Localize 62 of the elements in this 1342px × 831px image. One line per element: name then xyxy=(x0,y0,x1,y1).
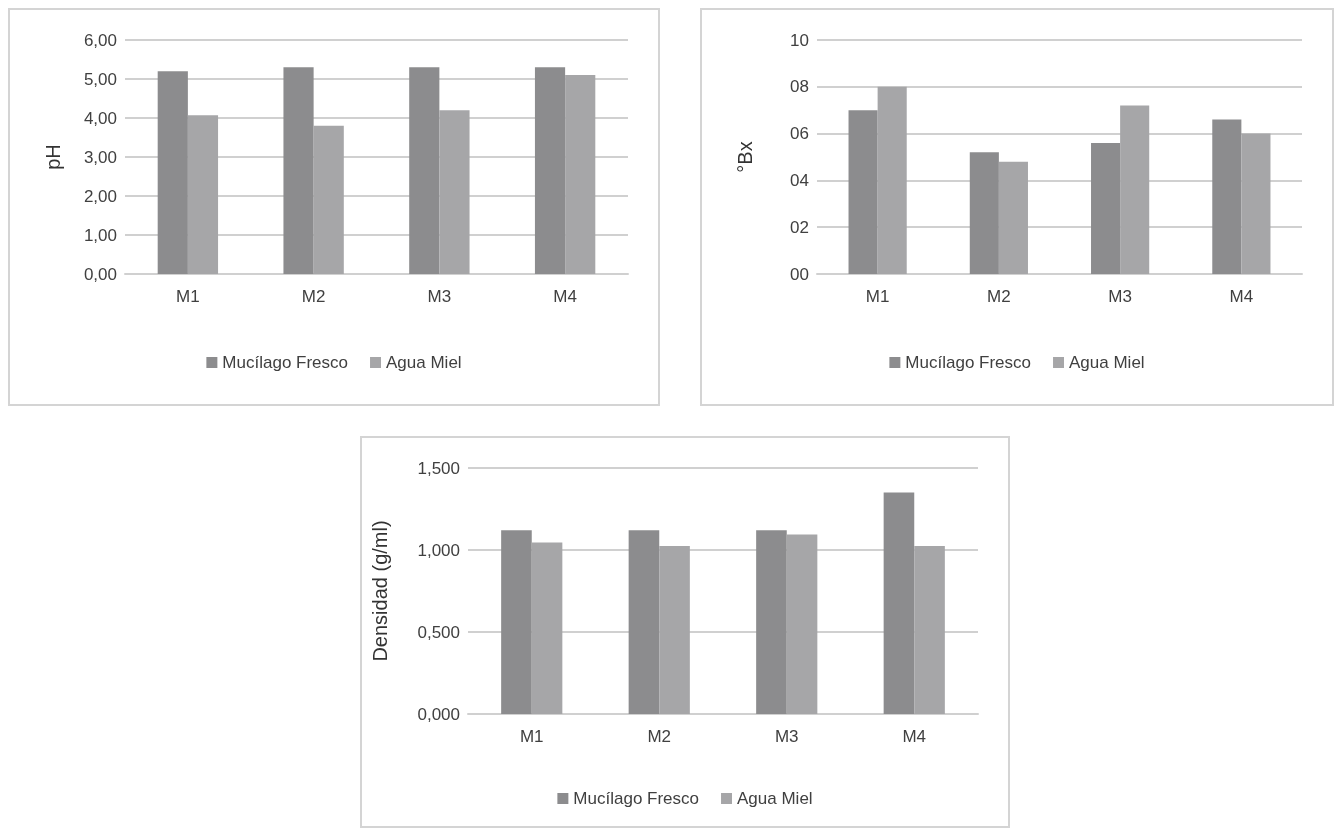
bar xyxy=(565,75,596,274)
x-tick-label: M4 xyxy=(1229,287,1254,306)
x-tick-label: M3 xyxy=(774,727,799,746)
y-tick-label: 5,00 xyxy=(83,69,117,89)
legend-label: Mucílago Fresco xyxy=(573,789,700,808)
bar xyxy=(756,530,787,714)
bar xyxy=(409,67,440,274)
legend-label: Agua Miel xyxy=(386,353,462,372)
y-axis-title: °Bx xyxy=(734,141,756,173)
x-tick-label: M2 xyxy=(987,287,1011,306)
bar xyxy=(914,545,945,714)
legend-label: Agua Miel xyxy=(1069,353,1145,372)
bar xyxy=(659,545,690,714)
x-tick-label: M4 xyxy=(902,727,927,746)
legend-label: Mucílago Fresco xyxy=(222,353,349,372)
x-tick-label: M4 xyxy=(553,287,577,306)
y-tick-label: 6,00 xyxy=(83,30,117,50)
y-tick-label: 0,500 xyxy=(417,622,460,642)
y-tick-label: 00 xyxy=(790,264,809,284)
legend-label: Mucílago Fresco xyxy=(905,353,1032,372)
bar xyxy=(786,534,818,714)
bar xyxy=(531,542,563,714)
y-tick-label: 3,00 xyxy=(83,147,117,167)
x-tick-label: M1 xyxy=(865,287,890,306)
bar xyxy=(998,161,1028,274)
x-tick-label: M3 xyxy=(1108,287,1132,306)
bar xyxy=(848,110,878,274)
y-tick-label: 0,00 xyxy=(83,264,117,284)
y-tick-label: 1,00 xyxy=(83,225,117,245)
x-tick-label: M1 xyxy=(176,287,200,306)
y-tick-label: 0,000 xyxy=(417,704,460,724)
y-tick-label: 1,500 xyxy=(417,458,460,478)
bar xyxy=(313,125,344,274)
bar xyxy=(628,530,660,714)
bar xyxy=(534,67,566,274)
bar xyxy=(883,492,915,714)
y-tick-label: 06 xyxy=(790,124,809,144)
bar xyxy=(1212,119,1242,274)
bar xyxy=(969,152,999,274)
x-tick-label: M2 xyxy=(647,727,672,746)
legend-label: Agua Miel xyxy=(737,789,813,808)
bar xyxy=(157,71,188,274)
y-tick-label: 2,00 xyxy=(83,186,117,206)
bar xyxy=(1091,142,1121,274)
y-tick-label: 1,000 xyxy=(417,540,460,560)
bar xyxy=(439,110,470,274)
bar xyxy=(187,115,219,274)
y-axis-title: Densidad (g/ml) xyxy=(369,520,391,662)
y-tick-label: 04 xyxy=(790,170,809,190)
x-tick-label: M3 xyxy=(427,287,452,306)
bar xyxy=(877,86,907,274)
x-tick-label: M1 xyxy=(519,727,544,746)
y-axis-title: pH xyxy=(42,144,64,170)
y-tick-label: 4,00 xyxy=(83,108,117,128)
bar xyxy=(283,67,314,274)
y-tick-label: 02 xyxy=(790,217,809,237)
y-tick-label: 08 xyxy=(790,77,809,97)
x-tick-label: M2 xyxy=(301,287,326,306)
bar xyxy=(501,530,532,714)
bar xyxy=(1241,133,1271,274)
bar xyxy=(1120,105,1150,274)
y-tick-label: 10 xyxy=(790,30,809,50)
